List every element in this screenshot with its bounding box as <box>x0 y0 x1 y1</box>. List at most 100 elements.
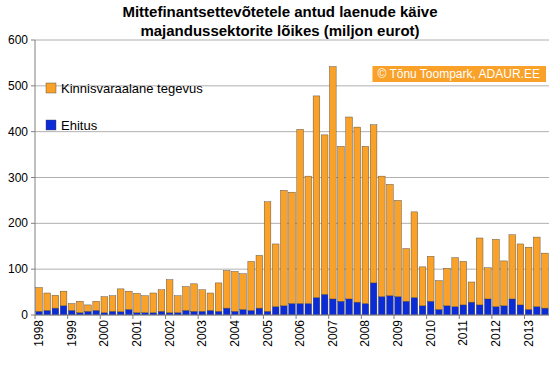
x-tick-label: 2008 <box>358 320 372 347</box>
bar <box>533 307 540 315</box>
y-tick <box>31 85 35 86</box>
bar <box>370 283 377 315</box>
annotation: © Tõnu Toompark, ADAUR.EE <box>377 67 539 81</box>
bar <box>362 304 369 315</box>
bar <box>223 308 230 315</box>
bar <box>297 129 304 303</box>
bar <box>338 146 345 301</box>
bar <box>468 282 475 302</box>
bar <box>109 311 116 315</box>
x-tick-label: 2007 <box>326 320 340 347</box>
y-tick-label: 400 <box>8 125 28 139</box>
y-tick-label: 500 <box>8 79 28 93</box>
y-tick <box>31 131 35 132</box>
y-tick <box>31 177 35 178</box>
x-tick <box>491 315 492 319</box>
bar <box>44 293 51 310</box>
bar <box>134 293 141 312</box>
bar <box>346 299 353 315</box>
grid-line <box>35 40 549 41</box>
bar <box>142 296 149 313</box>
bar <box>125 310 132 316</box>
bar <box>60 291 67 306</box>
x-tick <box>132 315 133 319</box>
x-tick <box>198 315 199 319</box>
x-tick-label: 2001 <box>130 320 144 347</box>
y-tick-label: 200 <box>8 216 28 230</box>
bar <box>44 310 51 315</box>
bar <box>36 288 43 312</box>
bar <box>395 200 402 296</box>
bar <box>427 256 434 301</box>
x-tick <box>361 315 362 319</box>
bar <box>264 311 271 315</box>
bar <box>60 306 67 315</box>
bar <box>484 299 491 315</box>
bar <box>207 293 214 310</box>
x-tick <box>296 315 297 319</box>
bar <box>232 311 239 315</box>
x-tick <box>230 315 231 319</box>
grid-line <box>35 315 549 316</box>
bar <box>378 297 385 315</box>
y-tick <box>31 40 35 41</box>
bar <box>117 289 124 312</box>
bar <box>280 306 287 315</box>
bar <box>305 176 312 303</box>
y-tick-label: 0 <box>21 308 28 322</box>
y-tick-label: 100 <box>8 262 28 276</box>
grid-line <box>35 131 549 132</box>
bar <box>460 305 467 315</box>
bar <box>354 127 361 302</box>
bar <box>452 258 459 307</box>
bar <box>166 280 173 313</box>
bar <box>427 301 434 315</box>
x-tick-label: 2005 <box>261 320 275 347</box>
bar <box>493 307 500 315</box>
bar <box>338 301 345 315</box>
bar <box>542 308 549 315</box>
bar <box>158 311 165 315</box>
bar <box>321 135 328 295</box>
bar <box>207 310 214 315</box>
bar <box>68 310 75 315</box>
bar <box>542 253 549 308</box>
title-line: majandussektorite lõikes (miljon eurot) <box>140 22 419 39</box>
bar <box>370 125 377 283</box>
bar <box>158 290 165 312</box>
bar <box>387 296 394 315</box>
bar <box>297 304 304 315</box>
x-tick-label: 2003 <box>195 320 209 347</box>
bar <box>248 310 255 315</box>
bar <box>248 261 255 310</box>
bar <box>411 212 418 298</box>
bar <box>460 261 467 305</box>
bar <box>109 296 116 312</box>
bar <box>199 311 206 315</box>
title: Mittefinantsettevõtetele antud laenude k… <box>122 3 437 39</box>
bar <box>525 310 532 316</box>
grid-line <box>35 177 549 178</box>
bar <box>289 192 296 303</box>
x-tick-label: 2010 <box>424 320 438 347</box>
bar <box>223 271 230 309</box>
bar <box>509 235 516 299</box>
bar <box>183 310 190 315</box>
chart: Mittefinantsettevõtetele antud laenude k… <box>0 0 560 366</box>
bar <box>264 202 271 312</box>
legend-label: Ehitus <box>61 118 98 133</box>
bar <box>419 306 426 315</box>
bar <box>232 271 239 311</box>
legend-label: Kinnisvaraalane tegevus <box>61 81 203 96</box>
bar <box>93 310 100 315</box>
y-axis <box>35 40 36 315</box>
bar <box>395 297 402 315</box>
bar <box>191 284 198 312</box>
bar <box>436 281 443 310</box>
x-tick <box>328 315 329 319</box>
bar <box>305 304 312 315</box>
bar <box>215 311 222 315</box>
y-tick <box>31 269 35 270</box>
x-tick <box>426 315 427 319</box>
x-tick <box>393 315 394 319</box>
